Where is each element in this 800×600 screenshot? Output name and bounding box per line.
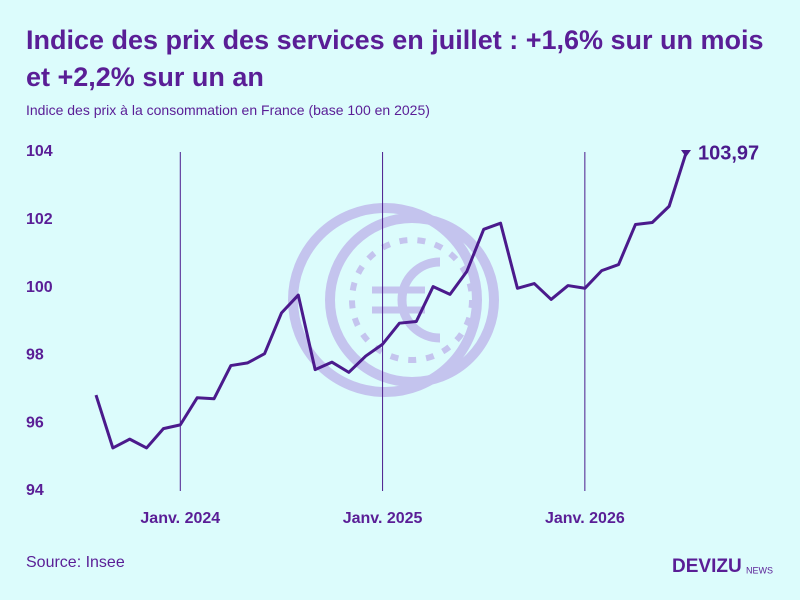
- x-tick-label: Janv. 2026: [545, 510, 625, 527]
- x-tick-label: Janv. 2025: [343, 510, 423, 527]
- line: [94, 152, 688, 450]
- y-tick-label: 96: [26, 414, 44, 431]
- x-tick-label: Janv. 2024: [140, 510, 220, 527]
- chart-subtitle: Indice des prix à la consommation en Fra…: [26, 102, 430, 118]
- value-label: 103,97: [698, 142, 759, 164]
- y-tick-label: 102: [26, 211, 53, 228]
- chart-title: Indice des prix des services en juillet …: [26, 25, 764, 92]
- coin-watermark: [288, 203, 499, 397]
- y-tick-label: 98: [26, 347, 44, 364]
- logo-brand: DEVIZU: [672, 556, 742, 577]
- y-tick-label: 104: [26, 143, 53, 160]
- source: Source: Insee: [26, 554, 125, 571]
- end-marker: [681, 150, 691, 158]
- y-tick-label: 100: [26, 279, 53, 296]
- logo-suffix: NEWS: [746, 565, 773, 575]
- y-tick-label: 94: [26, 482, 44, 499]
